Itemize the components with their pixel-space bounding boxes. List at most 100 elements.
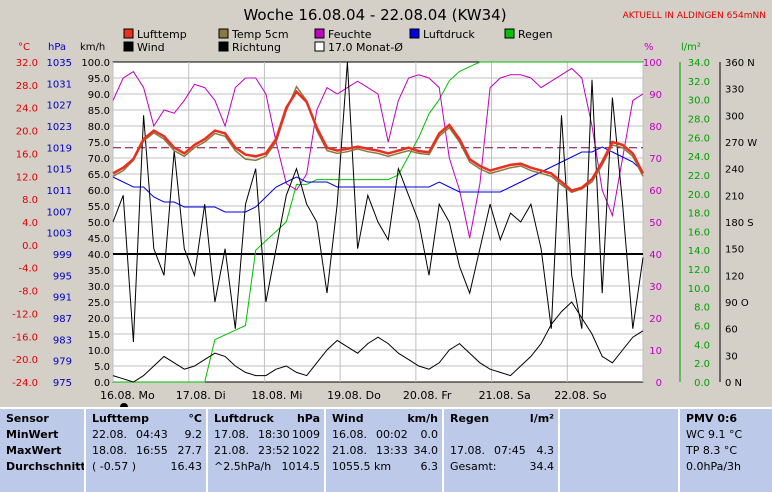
temp-tick-label: -20.0 (12, 355, 38, 366)
legend-swatch (123, 41, 134, 52)
day-label: 22.08. So (554, 389, 606, 402)
lufttemp-max-date: 18.08. (92, 444, 127, 457)
min-label: MinWert (6, 428, 59, 441)
wind-tick-label: 25.0 (88, 298, 110, 309)
humidity-tick-label: 70 (649, 154, 662, 165)
humidity-tick-label: 60 (649, 186, 662, 197)
direction-tick-label: 120 (725, 271, 744, 282)
lufttemp-unit: °C (188, 412, 202, 425)
direction-tick-label: 90 O (725, 298, 749, 309)
wind-tick-label: 40.0 (88, 250, 110, 261)
direction-tick-label: 150 (725, 245, 744, 256)
rain-tick-label: 24.0 (688, 152, 710, 163)
humidity-tick-label: 90 (649, 90, 662, 101)
humidity-tick-label: 10 (649, 346, 662, 357)
wind-tick-label: 60.0 (88, 186, 110, 197)
temp-tick-label: -12.0 (12, 309, 38, 320)
luftdruck-min-value: 1009 (292, 428, 320, 441)
wind-unit-label: km/h (80, 42, 105, 53)
lufttemp-max-time: 16:55 (136, 444, 168, 457)
wind-tick-label: 65.0 (88, 170, 110, 181)
luftdruck-unit: hPa (296, 412, 320, 425)
blank-column (558, 409, 678, 492)
legend-swatch (504, 28, 515, 39)
avg-label: Durchschnitt (6, 460, 86, 473)
humidity-tick-label: 0 (656, 378, 662, 389)
day-label: 20.08. Fr (403, 389, 452, 402)
day-label: 18.08. Mi (251, 389, 302, 402)
lufttemp-column: Lufttemp °C 22.08. 04:43 9.2 18.08. 16:55 27.… (84, 409, 206, 492)
wind-tick-label: 15.0 (88, 330, 110, 341)
day-label: 16.08. Mo (100, 389, 155, 402)
chart-title: Woche 16.08.04 - 22.08.04 (KW34) (243, 6, 506, 24)
wind-tick-label: 30.0 (88, 282, 110, 293)
rain-tick-label: 32.0 (688, 77, 710, 88)
luftdruck-max-value: 1022 (292, 444, 320, 457)
pmv-title: PMV 0:6 (686, 412, 738, 425)
wind-tick-label: 50.0 (88, 218, 110, 229)
rain-tick-label: 8.0 (694, 303, 710, 314)
wind-tick-label: 80.0 (88, 122, 110, 133)
direction-tick-label: 240 (725, 165, 744, 176)
rain-tick-label: 6.0 (694, 322, 710, 333)
series-line-richtung (112, 61, 644, 343)
legend-swatch (218, 41, 229, 52)
rain-tick-label: 30.0 (688, 96, 710, 107)
luftdruck-avg-value: 1014.5 (281, 460, 321, 473)
wind-title: Wind (332, 412, 364, 425)
direction-tick-label: 360 N (725, 58, 755, 69)
legend-swatch (314, 28, 325, 39)
pressure-tick-label: 1023 (47, 122, 72, 133)
humidity-tick-label: 50 (649, 218, 662, 229)
direction-tick-label: 0 N (725, 378, 742, 389)
legend-label: Wind (137, 41, 165, 54)
temp-tick-label: -8.0 (18, 287, 38, 298)
day-label: 21.08. Sa (479, 389, 531, 402)
axes: 32.0 28.0 24.0 20.0 16.0 12.0 8.0 4.0 0.0 -4.0 -8.… (12, 58, 757, 389)
temp-tick-label: 16.0 (16, 149, 38, 160)
weather-chart: Woche 16.08.04 - 22.08.04 (KW34) AKTUELL… (12, 6, 766, 407)
sensor-column: Sensor MinWert MaxWert Durchschnitt (0, 409, 86, 492)
wind-tick-label: 100.0 (81, 58, 110, 69)
rain-tick-label: 4.0 (694, 340, 710, 351)
temp-tick-label: 0.0 (22, 241, 38, 252)
wind-tick-label: 45.0 (88, 234, 110, 245)
humidity-tick-label: 80 (649, 122, 662, 133)
direction-tick-label: 210 (725, 191, 744, 202)
humidity-unit-label: % (644, 42, 654, 53)
temp-tick-label: 4.0 (22, 218, 38, 229)
series-line-feuchte (112, 67, 644, 239)
pressure-tick-label: 995 (53, 271, 72, 282)
wind-max-time: 13:33 (376, 444, 408, 457)
wind-unit: km/h (407, 412, 438, 425)
pressure-tick-label: 975 (53, 378, 72, 389)
legend-label: Temp 5cm (231, 28, 289, 41)
legend-label: Lufttemp (137, 28, 187, 41)
wind-tick-label: 0.0 (94, 378, 110, 389)
rain-unit-label: l/m² (681, 42, 701, 53)
wind-tick-label: 55.0 (88, 202, 110, 213)
pressure-tick-label: 1027 (47, 101, 72, 112)
luftdruck-column: Luftdruck hPa 17.08. 18:30 1009 21.08. 23:52… (206, 409, 324, 492)
wind-tick-label: 90.0 (88, 90, 110, 101)
rain-tick-label: 26.0 (688, 133, 710, 144)
chart-legend: Lufttemp Temp 5cm Feuchte Luftdruck Regen Win… (123, 28, 553, 54)
luftdruck-max-date: 21.08. (214, 444, 249, 457)
legend-label: Luftdruck (423, 28, 475, 41)
legend-swatch (218, 28, 229, 39)
rain-tick-label: 34.0 (688, 58, 710, 69)
rain-tick-label: 28.0 (688, 114, 710, 125)
x-axis-labels: 16.08. Mo 17.08. Di 18.08. Mi 19.08. Do 20.0… (100, 389, 607, 402)
wind-tick-label: 35.0 (88, 266, 110, 277)
direction-tick-label: 330 (725, 85, 744, 96)
regen-max-value: 4.3 (536, 444, 555, 457)
legend-swatch (314, 41, 325, 52)
lufttemp-max-value: 27.7 (177, 444, 203, 457)
regen-max-date: 17.08. (450, 444, 485, 457)
regen-unit: l/m² (529, 412, 554, 425)
temp-tick-label: -24.0 (12, 378, 38, 389)
humidity-tick-label: 30 (649, 282, 662, 293)
humidity-tick-label: 100 (643, 58, 662, 69)
wind-min-date: 16.08. (332, 428, 367, 441)
rain-tick-label: 10.0 (688, 284, 710, 295)
